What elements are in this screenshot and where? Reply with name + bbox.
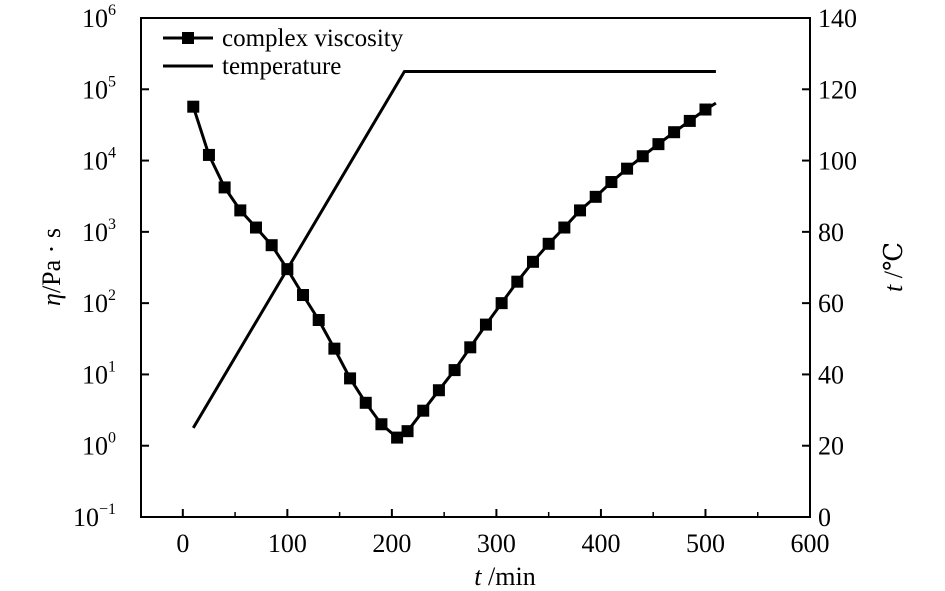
y-right-tick-label: 60 — [818, 289, 844, 318]
viscosity-point — [464, 341, 477, 354]
viscosity-point — [265, 239, 278, 252]
viscosity-point — [202, 148, 215, 161]
viscosity-point — [234, 204, 247, 217]
x-tick-label: 300 — [477, 529, 516, 558]
viscosity-point — [417, 404, 430, 417]
legend-viscosity-label: complex viscosity — [222, 25, 404, 52]
viscosity-point — [391, 431, 404, 444]
viscosity-point — [344, 372, 357, 385]
viscosity-point — [297, 289, 310, 302]
y-left-tick-label: 10−1 — [73, 501, 116, 532]
x-tick-label: 0 — [176, 529, 189, 558]
viscosity-point — [479, 318, 492, 331]
viscosity-point — [683, 114, 696, 127]
viscosity-point — [699, 103, 712, 116]
y-left-tick-label: 102 — [82, 287, 116, 318]
tick-labels: 0 100 200 300 400 500 600106105104103102101100… — [73, 2, 857, 558]
series-layer — [187, 70, 717, 444]
y-right-tick-label: 20 — [818, 432, 844, 461]
viscosity-point — [542, 237, 555, 250]
y-left-tick-label: 106 — [82, 2, 116, 33]
x-tick-label: 100 — [268, 529, 307, 558]
plot-frame — [140, 17, 811, 518]
viscosity-point — [574, 204, 587, 217]
axis-ticks — [141, 17, 811, 518]
viscosity-point — [249, 221, 262, 234]
x-tick-label: 200 — [372, 529, 411, 558]
viscosity-point — [621, 162, 634, 175]
x-tick-label: 500 — [686, 529, 725, 558]
y-right-tick-label: 100 — [818, 147, 857, 176]
viscosity-point — [375, 418, 388, 431]
y-right-tick-label: 140 — [818, 4, 857, 33]
viscosity-point — [605, 176, 618, 189]
viscosity-point — [218, 181, 231, 194]
viscosity-point — [432, 384, 445, 397]
viscosity-point — [187, 100, 200, 113]
legend-viscosity-marker — [182, 32, 194, 44]
y-left-tick-label: 105 — [82, 73, 116, 104]
viscosity-point — [668, 126, 681, 139]
y-left-tick-label: 103 — [82, 216, 116, 247]
viscosity-point — [495, 297, 508, 310]
y-left-tick-label: 101 — [82, 358, 116, 389]
viscosity-point — [589, 190, 602, 203]
x-tick-label: 600 — [791, 529, 830, 558]
legend-temperature-label: temperature — [222, 53, 341, 80]
temperature-series-line — [192, 70, 716, 429]
viscosity-point — [558, 221, 571, 234]
y-right-axis-label: t /℃ — [879, 242, 908, 292]
viscosity-point — [328, 342, 341, 355]
viscosity-point — [526, 255, 539, 268]
viscosity-point — [401, 425, 414, 438]
y-left-tick-label: 100 — [82, 430, 116, 461]
viscosity-point — [652, 138, 665, 151]
y-right-tick-label: 120 — [818, 75, 857, 104]
y-left-tick-label: 104 — [82, 145, 116, 176]
y-left-axis-label: η/Pa · s — [37, 228, 66, 306]
x-axis-label: t /min — [474, 562, 535, 591]
y-right-tick-label: 0 — [818, 503, 831, 532]
y-right-tick-label: 40 — [818, 360, 844, 389]
x-tick-label: 400 — [581, 529, 620, 558]
viscosity-point — [312, 314, 325, 327]
viscosity-point — [511, 275, 524, 288]
viscosity-point — [359, 396, 372, 409]
viscosity-point — [448, 364, 461, 377]
legend: complex viscosity temperature — [163, 25, 404, 80]
y-right-tick-label: 80 — [818, 218, 844, 247]
viscosity-point — [636, 150, 649, 163]
